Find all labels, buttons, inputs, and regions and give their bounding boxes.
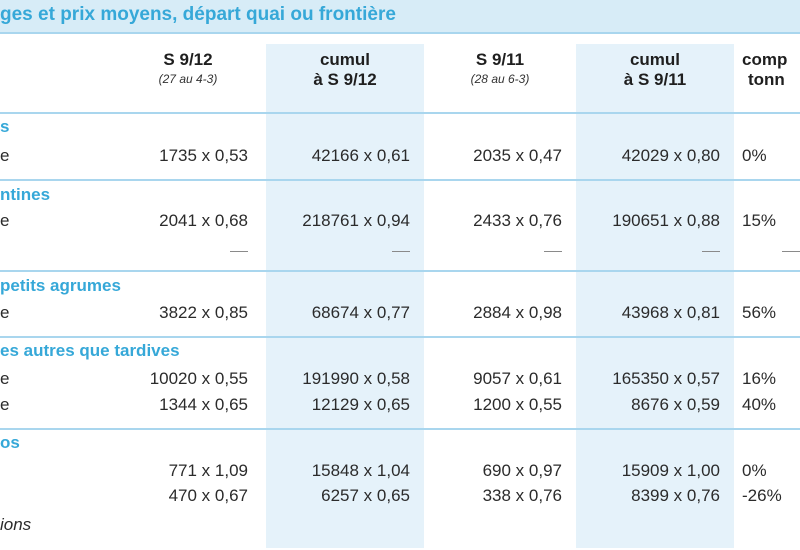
table-cell: 191990 x 0,58 xyxy=(302,369,410,388)
section-divider xyxy=(0,336,800,338)
table-cell: 2884 x 0,98 xyxy=(473,303,562,322)
table-cell: 42166 x 0,61 xyxy=(311,146,410,165)
section-title: es autres que tardives xyxy=(0,341,180,360)
table-cell: -26% xyxy=(742,486,782,505)
table-cell: 43968 x 0,81 xyxy=(621,303,720,322)
table-cell: 1200 x 0,55 xyxy=(473,395,562,414)
table-cell: 218761 x 0,94 xyxy=(302,211,410,230)
table-cell: 338 x 0,76 xyxy=(482,486,562,505)
column-header-subtitle: (27 au 4-3) xyxy=(158,72,218,86)
row-label: e xyxy=(0,146,10,165)
table-cell: 3822 x 0,85 xyxy=(159,303,248,322)
section-divider xyxy=(0,179,800,181)
table-cell: 8399 x 0,76 xyxy=(631,486,720,505)
empty-value-dash xyxy=(230,251,248,252)
table-cell: 9057 x 0,61 xyxy=(473,369,562,388)
column-header-comparison: comp tonn xyxy=(742,50,800,90)
row-label: e xyxy=(0,395,10,414)
section-title: os xyxy=(0,433,20,452)
empty-value-dash xyxy=(782,251,800,252)
column-header-cumul-s9-12: cumul à S 9/12 xyxy=(266,50,424,90)
column-header-title-line2: tonn xyxy=(748,70,785,89)
table-cell: 10020 x 0,55 xyxy=(149,369,248,388)
table-title: ges et prix moyens, départ quai ou front… xyxy=(0,4,396,25)
column-shade-cumul-2011 xyxy=(576,44,734,548)
table-cell: 0% xyxy=(742,146,767,165)
table-cell: 2433 x 0,76 xyxy=(473,211,562,230)
column-shade-cumul-2012 xyxy=(266,44,424,548)
table-cell: 42029 x 0,80 xyxy=(621,146,720,165)
empty-value-dash xyxy=(392,251,410,252)
table-cell: 690 x 0,97 xyxy=(482,461,562,480)
table-cell: 190651 x 0,88 xyxy=(612,211,720,230)
section-title: ntines xyxy=(0,185,51,204)
row-label: e xyxy=(0,303,10,322)
column-header-title: S 9/11 xyxy=(475,50,525,69)
table-cell: 12129 x 0,65 xyxy=(311,395,410,414)
table-cell: 470 x 0,67 xyxy=(168,486,248,505)
table-cell: 2035 x 0,47 xyxy=(473,146,562,165)
column-header-title: cumul xyxy=(629,50,681,69)
section-divider xyxy=(0,270,800,272)
table-cell: 1735 x 0,53 xyxy=(159,146,248,165)
empty-value-dash xyxy=(702,251,720,252)
section-title: petits agrumes xyxy=(0,276,121,295)
column-header-s9-11: S 9/11 (28 au 6-3) xyxy=(424,50,576,88)
column-header-title: cumul xyxy=(319,50,371,69)
empty-value-dash xyxy=(544,251,562,252)
section-title: s xyxy=(0,117,10,136)
table-cell: 8676 x 0,59 xyxy=(631,395,720,414)
table-cell: 15848 x 1,04 xyxy=(311,461,410,480)
footer-label: ions xyxy=(0,515,32,534)
section-divider xyxy=(0,428,800,430)
row-label: e xyxy=(0,369,10,388)
table-cell: 15% xyxy=(742,211,777,230)
table-cell: 0% xyxy=(742,461,767,480)
column-header-cumul-s9-11: cumul à S 9/11 xyxy=(576,50,734,90)
table-cell: 6257 x 0,65 xyxy=(321,486,410,505)
column-header-title-line2: à S 9/12 xyxy=(313,70,377,89)
title-bar: ges et prix moyens, départ quai ou front… xyxy=(0,0,800,34)
table-cell: 1344 x 0,65 xyxy=(159,395,248,414)
table-cell: 2041 x 0,68 xyxy=(159,211,248,230)
table-cell: 68674 x 0,77 xyxy=(311,303,410,322)
table-cell: 15909 x 1,00 xyxy=(621,461,720,480)
row-label: e xyxy=(0,211,10,230)
column-header-subtitle: (28 au 6-3) xyxy=(470,72,530,86)
table-cell: 771 x 1,09 xyxy=(168,461,248,480)
column-header-s9-12: S 9/12 (27 au 4-3) xyxy=(118,50,258,88)
table-cell: 56% xyxy=(742,303,777,322)
table-cell: 165350 x 0,57 xyxy=(612,369,720,388)
column-header-title: S 9/12 xyxy=(163,50,213,69)
table-cell: 16% xyxy=(742,369,777,388)
section-divider xyxy=(0,112,800,114)
column-header-title: comp xyxy=(742,50,788,69)
column-header-title-line2: à S 9/11 xyxy=(623,70,687,89)
table-cell: 40% xyxy=(742,395,777,414)
